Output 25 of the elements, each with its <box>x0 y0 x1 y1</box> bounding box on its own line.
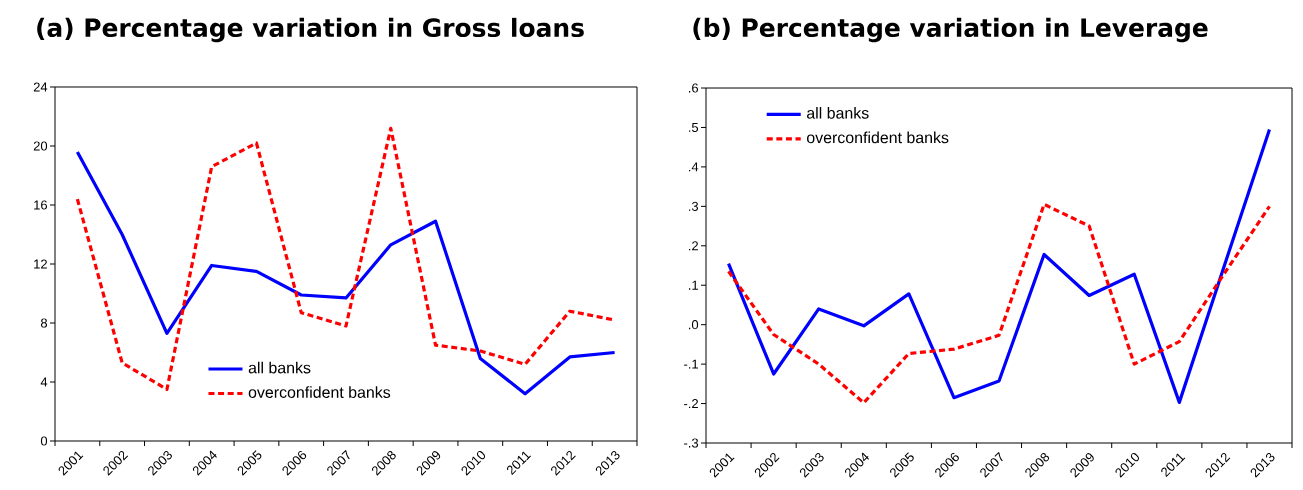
y-tick-label: 16 <box>34 200 48 210</box>
y-tick-label: 4 <box>40 377 48 387</box>
line-series <box>726 127 1272 404</box>
y-tick-label: 12 <box>34 259 47 269</box>
y-tick-label: .1 <box>689 280 698 290</box>
y-tick-label: .4 <box>689 162 699 172</box>
y-tick-label: .3 <box>689 201 699 211</box>
y-tick-label: -.1 <box>684 359 698 369</box>
legend-label: overconfident banks <box>806 131 949 144</box>
legend-label: all banks <box>248 361 311 374</box>
y-tick-label: -.2 <box>684 399 698 409</box>
y-tick-label: 20 <box>33 141 48 151</box>
y-tick-label: 24 <box>33 82 48 92</box>
y-tick-label: .5 <box>689 122 699 132</box>
y-tick-label: -.3 <box>684 438 699 448</box>
y-tick-label: 0 <box>40 436 48 446</box>
y-tick-label: .2 <box>689 241 698 251</box>
line-series <box>726 202 1272 405</box>
y-tick-label: 8 <box>40 318 48 328</box>
legend-label: all banks <box>807 107 869 119</box>
y-tick-label: .0 <box>689 320 699 330</box>
chart-title: (a) Percentage variation in Gross loans <box>37 17 584 43</box>
chart-title: (b) Percentage variation in Leverage <box>693 17 1208 43</box>
y-tick-label: .6 <box>689 83 699 93</box>
legend-label: overconfident banks <box>248 386 391 398</box>
